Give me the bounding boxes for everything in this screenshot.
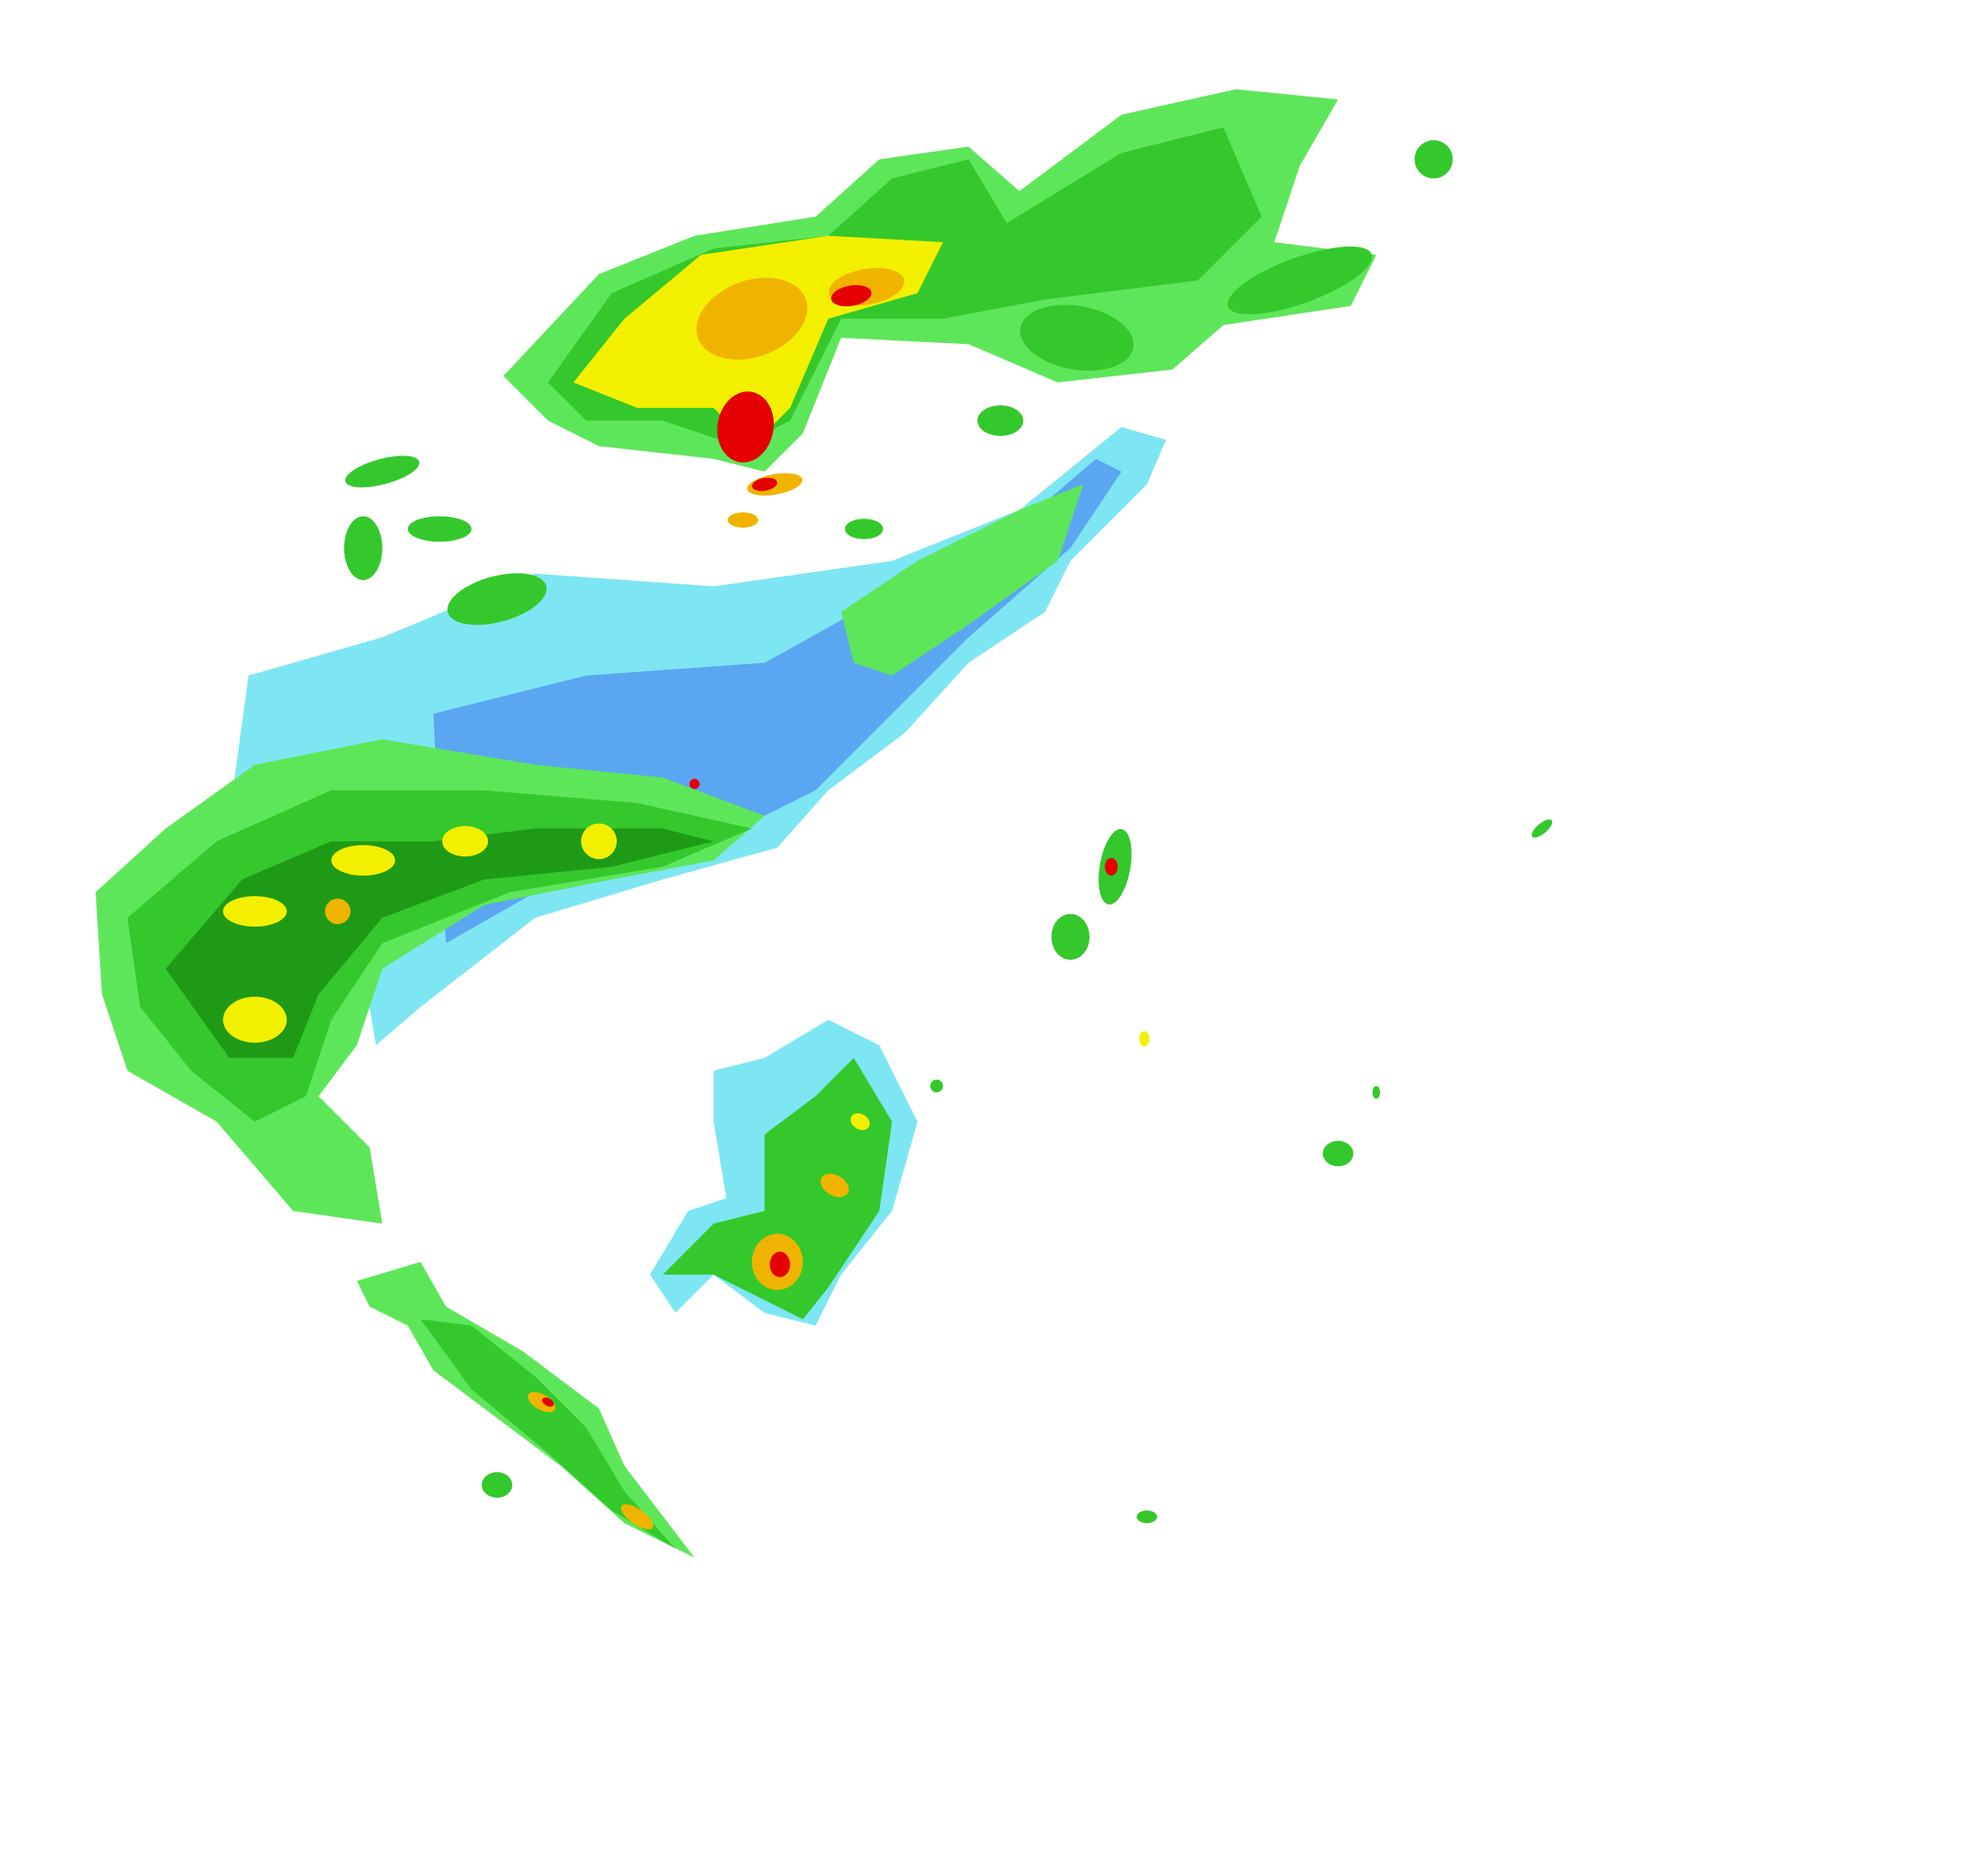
- echo-west-yellow: [223, 896, 287, 927]
- echo-se-green: [662, 1057, 892, 1320]
- echo-west-yellow: [223, 997, 287, 1043]
- echo-isolated-cell: [1051, 913, 1090, 960]
- echo-west-yellow: [331, 845, 396, 877]
- echo-cell-red: [689, 778, 700, 790]
- echo-cell-green: [977, 404, 1024, 436]
- echo-south-orange: [527, 1392, 556, 1413]
- echo-west-yellow: [581, 823, 618, 860]
- echo-south-red: [541, 1397, 554, 1407]
- echo-cell-red: [752, 477, 777, 491]
- echo-north-red-core: [831, 284, 872, 307]
- echo-se-red: [769, 1251, 790, 1277]
- echo-west-yellow: [442, 826, 489, 857]
- echo-west-dark-green: [165, 828, 714, 1058]
- echo-west-orange: [325, 898, 351, 925]
- echo-north-east-green: [1019, 304, 1134, 371]
- echo-north-red-core: [717, 391, 775, 463]
- echo-north-east-green: [1227, 246, 1372, 315]
- echo-isolated-cell: [1531, 819, 1553, 838]
- echo-green-middle: [840, 484, 1083, 676]
- echo-south-orange: [620, 1504, 654, 1530]
- echo-cell-green: [344, 516, 383, 581]
- echo-cell-green: [407, 516, 472, 542]
- echo-isolated-cell: [1322, 1141, 1354, 1167]
- echo-cell-green: [345, 455, 420, 488]
- echo-north-orange: [696, 277, 808, 360]
- echo-se-yellow: [850, 1113, 870, 1130]
- echo-cell-green: [447, 573, 547, 626]
- echo-cell-green: [482, 1471, 512, 1498]
- echo-isolated-cell: [1136, 1510, 1157, 1524]
- echo-isolated-cell: [930, 1079, 943, 1093]
- echo-isolated-red: [1105, 857, 1118, 877]
- echo-cell-orange: [727, 512, 759, 528]
- echo-se-orange: [820, 1173, 849, 1198]
- echo-isolated-cell: [1139, 1031, 1150, 1047]
- echo-cell-green: [1414, 140, 1453, 179]
- echo-isolated-cell: [1372, 1085, 1381, 1099]
- echo-south-streak-green: [420, 1319, 676, 1549]
- echo-cell-green: [845, 519, 883, 540]
